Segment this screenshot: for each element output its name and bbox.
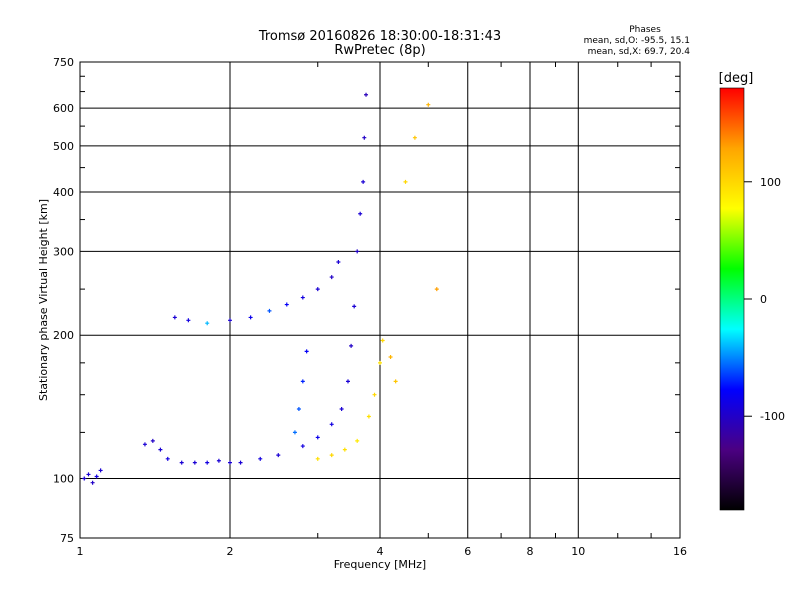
o-mode-point [142,442,147,447]
info-box-line-x: mean, sd,X: 69.7, 20.4 [588,47,691,57]
x-mode-point [355,438,360,443]
plot-frame [79,61,681,539]
o-mode-point [248,315,253,320]
y-tick-label: 100 [53,473,74,486]
x-mode-point [434,287,439,292]
x-tick-label: 1 [77,545,84,558]
data-points [82,92,439,485]
y-tick-label: 500 [53,140,74,153]
colorbar: [deg] 100 0 -100 [719,71,785,511]
chart-subtitle: RwPretec (8p) [334,43,425,58]
y-axis: 75 100 200 300 400 500 600 750 [53,56,680,545]
x-tick-label: 2 [227,545,234,558]
o-mode-point [300,444,305,449]
o-mode-point [358,211,363,216]
colorbar-tick-label: 100 [760,176,781,189]
o-mode-point [315,287,320,292]
o-mode-point [179,460,184,465]
x-tick-label: 4 [377,545,384,558]
x-mode-point [300,379,305,384]
colorbar-label: [deg] [719,71,754,86]
info-box-title: Phases [629,25,661,35]
x-mode-point [378,360,382,365]
x-tick-label: 8 [527,545,534,558]
o-mode-point [355,249,360,254]
y-tick-label: 400 [53,186,74,199]
x-mode-point [366,414,371,419]
o-mode-point [361,179,366,184]
x-mode-point [304,349,309,354]
o-mode-point [267,308,272,313]
x-tick-label: 10 [571,545,585,558]
o-mode-point [339,406,344,411]
x-mode-point [372,392,377,397]
o-mode-point [192,460,197,465]
o-mode-point [82,476,87,481]
o-mode-point [150,438,155,443]
o-mode-point [238,460,243,465]
x-axis: 1 2 4 6 8 10 16 [77,62,687,558]
y-tick-label: 300 [53,245,74,258]
y-tick-label: 750 [53,56,74,69]
x-tick-label: 16 [673,545,687,558]
o-mode-point [165,456,170,461]
x-mode-point [388,355,393,360]
o-mode-point [329,275,334,280]
colorbar-swatch [719,87,745,511]
info-box: Phases mean, sd,O: -95.5, 15.1 mean, sd,… [584,25,691,57]
colorbar-tick-label: -100 [760,410,785,423]
y-tick-label: 200 [53,329,74,342]
x-mode-point [329,453,334,458]
o-mode-point [336,260,341,265]
y-tick-label: 600 [53,102,74,115]
x-mode-point [296,406,301,411]
o-mode-point [158,447,163,452]
o-mode-point [300,295,305,300]
x-mode-point [426,102,431,107]
o-mode-point [216,458,221,463]
x-mode-point [315,456,320,461]
o-mode-point [90,480,95,485]
o-mode-point [349,343,354,348]
y-axis-label: Stationary phase Virtual Height [km] [37,199,50,401]
x-axis-label: Frequency [MHz] [334,558,426,571]
o-mode-point [205,460,210,465]
o-mode-point [258,456,263,461]
grid [80,62,680,538]
x-mode-point [393,379,398,384]
y-tick-label: 75 [60,532,74,545]
o-mode-point [94,474,99,479]
x-mode-point [342,447,347,452]
o-mode-point [284,302,289,307]
chart-title: Tromsø 20160826 18:30:00-18:31:43 [258,29,501,44]
o-mode-point [228,460,232,465]
o-mode-point [98,468,103,473]
colorbar-tick-label: 0 [760,293,767,306]
x-mode-point [412,135,417,140]
o-mode-point [315,435,320,440]
o-mode-point [172,315,177,320]
x-mode-point [403,179,408,184]
o-mode-point [186,318,191,323]
o-mode-point [205,321,210,326]
info-box-line-o: mean, sd,O: -95.5, 15.1 [584,36,690,46]
o-mode-point [329,422,334,427]
o-mode-point [276,453,281,458]
x-mode-point [292,430,297,435]
x-tick-label: 6 [464,545,471,558]
o-mode-point [345,379,350,384]
o-mode-point [86,472,91,477]
o-mode-point [228,318,232,323]
o-mode-point [352,304,357,309]
o-mode-point [362,135,367,140]
o-mode-point [364,92,369,97]
x-mode-point [380,338,385,343]
